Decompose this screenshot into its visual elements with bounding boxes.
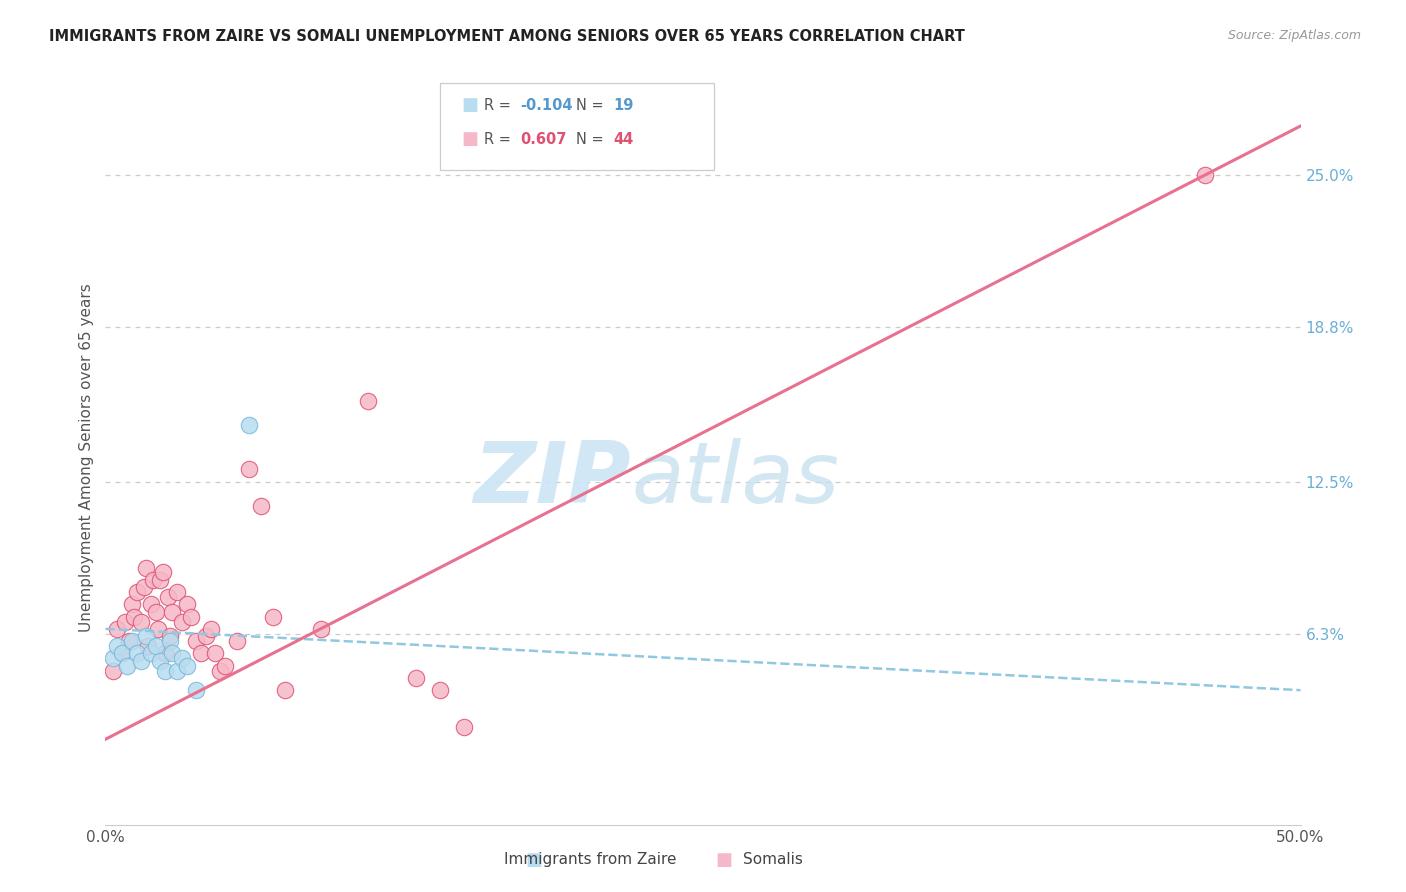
Point [115,658,138,673]
Point [166,585,188,599]
Point [129,615,153,629]
Point [194,629,217,643]
Text: R =: R = [484,132,515,146]
Text: R =: R = [484,98,515,112]
Point [309,622,332,636]
Point [111,646,134,660]
Text: IMMIGRANTS FROM ZAIRE VS SOMALI UNEMPLOYMENT AMONG SENIORS OVER 65 YEARS CORRELA: IMMIGRANTS FROM ZAIRE VS SOMALI UNEMPLOY… [49,29,965,44]
Point [121,634,143,648]
Point [159,634,181,648]
Point [170,615,193,629]
Point [405,671,427,685]
Point [357,393,380,408]
Point [135,629,157,643]
Point [118,634,141,648]
Point [101,664,124,678]
Text: ■: ■ [526,851,543,869]
Point [204,646,226,660]
Text: ■: ■ [461,130,478,148]
Point [111,646,134,660]
Point [273,683,295,698]
Text: 19: 19 [613,98,633,112]
Point [132,580,155,594]
Point [250,499,273,513]
Point [125,646,148,660]
Point [186,683,208,698]
Point [190,646,212,660]
Point [139,646,162,660]
Text: ZIP: ZIP [474,438,631,521]
Y-axis label: Unemployment Among Seniors over 65 years: Unemployment Among Seniors over 65 years [79,283,94,632]
Text: ■: ■ [716,851,733,869]
Point [180,609,202,624]
Point [149,573,172,587]
Point [145,605,167,619]
Point [176,658,198,673]
Point [225,634,249,648]
Text: -0.104: -0.104 [520,98,572,112]
Point [142,573,165,587]
Point [138,639,160,653]
Text: N =: N = [576,132,609,146]
Point [153,664,177,678]
Text: Somalis: Somalis [744,853,803,867]
Point [146,622,169,636]
Point [129,654,153,668]
Point [238,462,260,476]
Text: Source: ZipAtlas.com: Source: ZipAtlas.com [1227,29,1361,42]
Point [200,622,222,636]
Point [1194,168,1216,182]
Point [153,646,177,660]
Text: 0.607: 0.607 [520,132,567,146]
Text: ■: ■ [461,96,478,114]
Point [135,560,157,574]
Point [453,720,475,734]
Point [152,566,174,580]
Point [170,651,193,665]
Point [122,609,145,624]
Point [186,634,208,648]
Point [114,615,136,629]
Point [162,605,184,619]
Text: atlas: atlas [631,438,839,521]
Point [107,622,129,636]
Point [156,590,179,604]
Point [107,639,129,653]
Point [139,598,162,612]
Text: 44: 44 [613,132,633,146]
Point [238,418,260,433]
Point [262,609,284,624]
Point [101,651,124,665]
Point [429,683,451,698]
Text: Immigrants from Zaire: Immigrants from Zaire [505,853,676,867]
Point [125,585,148,599]
Point [121,598,143,612]
Point [166,664,188,678]
Point [209,664,232,678]
Point [214,658,236,673]
Point [162,646,184,660]
Point [149,654,172,668]
Point [145,639,167,653]
Point [176,598,198,612]
Text: N =: N = [576,98,609,112]
Point [159,629,181,643]
